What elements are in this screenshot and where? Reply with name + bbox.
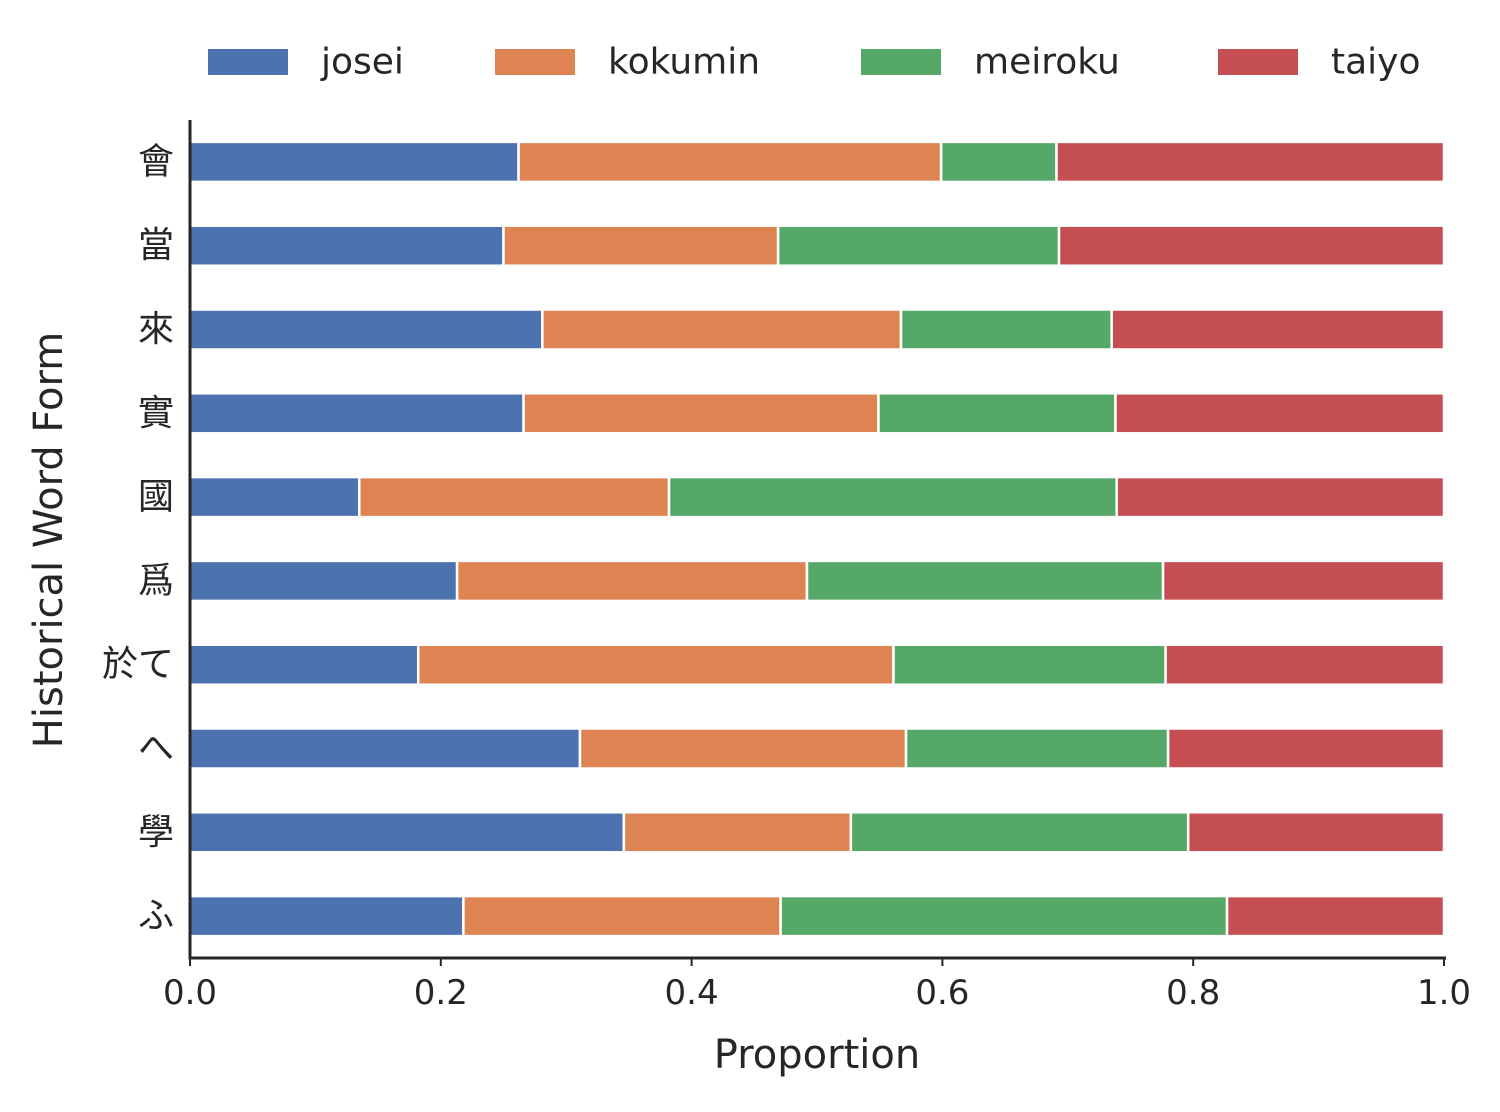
bar-segment-kokumin-2 — [502, 224, 780, 267]
bar-segment-taiyo-3 — [1110, 308, 1446, 351]
y-tick-label: 會 — [138, 141, 174, 182]
legend-label-kokumin: kokumin — [608, 42, 760, 83]
x-tick-label: 0.8 — [1166, 973, 1220, 1013]
bar-segment-kokumin-3 — [541, 308, 903, 351]
bar-segment-josei-9 — [188, 811, 626, 854]
bar-segment-josei-2 — [188, 224, 505, 267]
bar-segment-taiyo-10 — [1225, 894, 1446, 938]
bar-segment-taiyo-4 — [1114, 392, 1446, 435]
bar-segment-meiroku-6 — [805, 559, 1165, 603]
bar-segment-josei-6 — [188, 559, 459, 603]
bar-segment-meiroku-7 — [892, 643, 1167, 686]
bar-segment-kokumin-8 — [578, 727, 908, 770]
legend-label-taiyo: taiyo — [1331, 42, 1421, 83]
bar-segment-meiroku-9 — [849, 811, 1190, 854]
y-tick-label: 國 — [138, 477, 174, 518]
bar-segment-kokumin-9 — [622, 811, 853, 854]
bar-segment-meiroku-3 — [899, 308, 1113, 351]
x-tick-label: 0.0 — [163, 973, 217, 1013]
bar-segment-kokumin-7 — [416, 643, 895, 686]
bar-segment-kokumin-4 — [522, 392, 880, 435]
bar-segment-meiroku-5 — [667, 475, 1118, 519]
bar-segment-taiyo-6 — [1161, 559, 1446, 603]
legend: josei kokumin meiroku taiyo — [208, 42, 1421, 83]
bars-group — [188, 140, 1446, 938]
y-axis-label: Historical Word Form — [26, 332, 72, 748]
bar-segment-josei-4 — [188, 392, 525, 435]
y-tick-label: 來 — [138, 309, 174, 350]
y-tick-label: 當 — [138, 225, 174, 266]
legend-swatch-josei — [208, 49, 288, 75]
y-tick-label: へ — [138, 728, 174, 769]
bar-segment-meiroku-2 — [776, 224, 1061, 267]
x-tick-group: 0.0 0.2 0.4 0.6 0.8 1.0 — [163, 958, 1471, 1013]
legend-swatch-kokumin — [495, 49, 575, 75]
bar-segment-taiyo-9 — [1186, 811, 1446, 854]
bar-segment-kokumin-1 — [517, 140, 943, 184]
bar-segment-taiyo-8 — [1166, 727, 1446, 770]
y-tick-label: 實 — [138, 393, 174, 434]
legend-label-meiroku: meiroku — [974, 42, 1120, 83]
y-tick-label: 學 — [138, 812, 174, 853]
legend-label-josei: josei — [320, 42, 404, 83]
bar-segment-kokumin-5 — [358, 475, 671, 519]
bar-segment-josei-1 — [188, 140, 520, 184]
bar-segment-josei-7 — [188, 643, 420, 686]
bar-segment-josei-8 — [188, 727, 582, 770]
y-tick-label: ふ — [138, 896, 174, 937]
bar-segment-meiroku-4 — [877, 392, 1117, 435]
bar-segment-kokumin-6 — [455, 559, 809, 603]
x-tick-label: 1.0 — [1417, 973, 1471, 1013]
bar-segment-kokumin-10 — [462, 894, 782, 938]
bar-segment-taiyo-1 — [1055, 140, 1446, 184]
x-tick-label: 0.6 — [915, 973, 969, 1013]
bar-segment-josei-5 — [188, 475, 361, 519]
legend-swatch-taiyo — [1218, 49, 1298, 75]
x-tick-label: 0.2 — [414, 973, 468, 1013]
axes-group — [188, 120, 1446, 960]
bar-segment-josei-3 — [188, 308, 544, 351]
bar-segment-taiyo-7 — [1164, 643, 1446, 686]
x-tick-label: 0.4 — [665, 973, 719, 1013]
bar-segment-meiroku-8 — [904, 727, 1170, 770]
y-tick-label: 於て — [102, 644, 174, 685]
bar-segment-josei-10 — [188, 894, 465, 938]
legend-swatch-meiroku — [861, 49, 941, 75]
bar-segment-taiyo-5 — [1115, 475, 1446, 519]
bar-segment-taiyo-2 — [1057, 224, 1446, 267]
x-axis-label: Proportion — [714, 1032, 920, 1078]
y-tick-label: 爲 — [138, 560, 174, 601]
bar-segment-meiroku-10 — [779, 894, 1229, 938]
bar-segment-meiroku-1 — [939, 140, 1058, 184]
